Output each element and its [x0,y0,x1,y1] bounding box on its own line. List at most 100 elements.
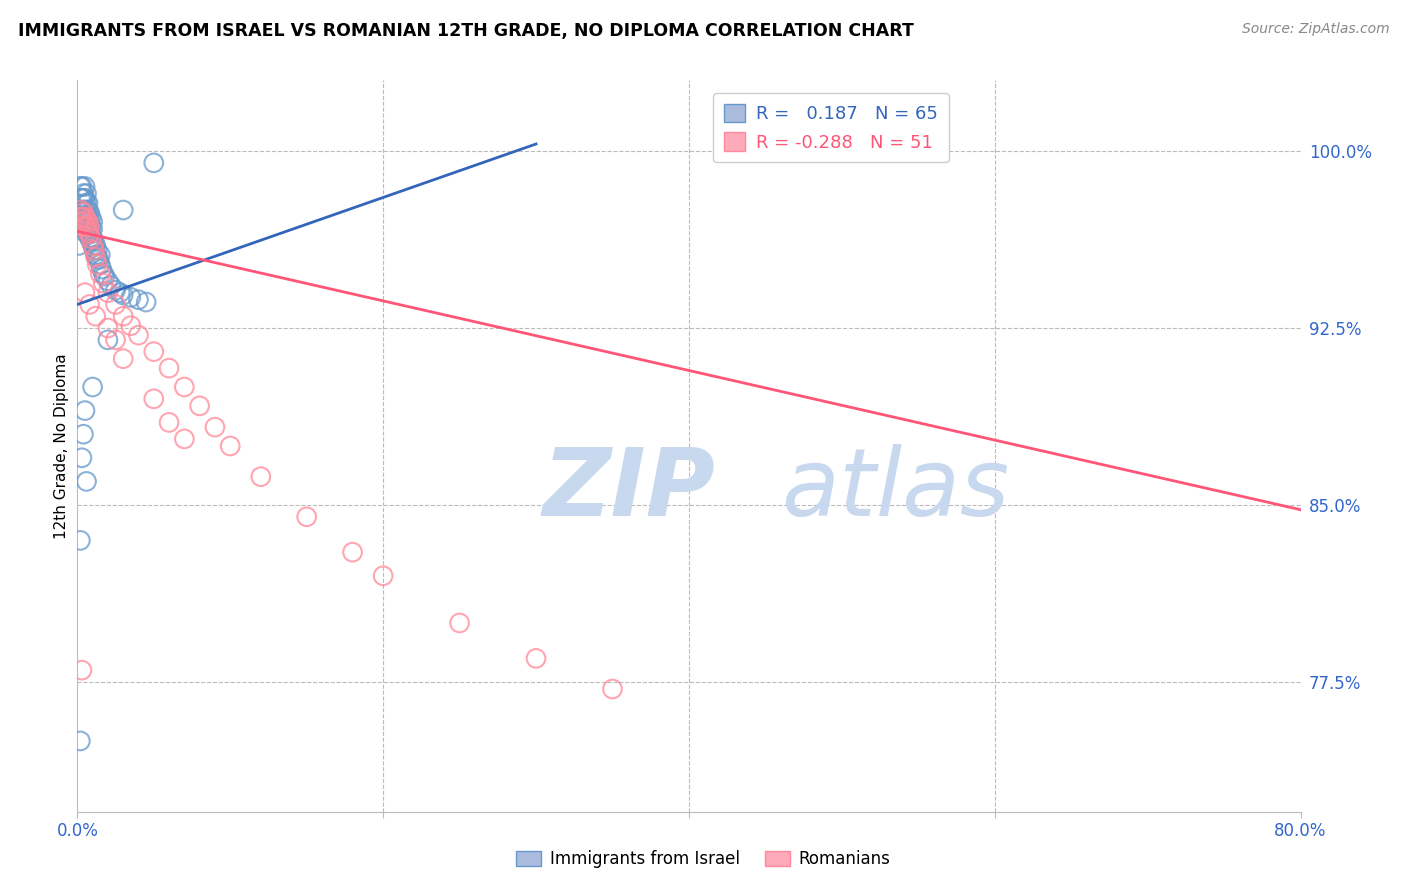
Point [70,210,93,224]
Text: IMMIGRANTS FROM ISRAEL VS ROMANIAN 12TH GRADE, NO DIPLOMA CORRELATION CHART: IMMIGRANTS FROM ISRAEL VS ROMANIAN 12TH … [18,22,914,40]
Point [94,269,117,284]
Point [67,238,90,252]
Point [72,202,94,217]
Point [76,186,98,201]
Point [73,219,96,234]
Point [157,361,180,376]
Point [70,191,93,205]
Point [76,212,98,227]
Point [112,351,135,366]
Point [69,191,91,205]
Point [80,210,103,224]
Point [79,231,101,245]
Point [112,310,135,324]
Point [112,202,135,217]
Point [80,231,103,245]
Point [120,318,142,333]
Point [97,274,120,288]
Point [524,651,547,665]
Point [83,234,105,248]
Point [80,219,103,234]
Point [72,186,94,201]
Point [108,285,131,300]
Point [84,310,107,324]
Point [100,278,122,293]
Point [128,328,150,343]
Point [73,202,96,217]
Point [128,293,150,307]
Point [79,224,101,238]
Point [82,222,104,236]
Point [86,257,108,271]
Point [142,156,165,170]
Point [73,215,96,229]
Point [69,210,91,224]
Point [188,399,211,413]
Legend: R =   0.187   N = 65, R = -0.288   N = 51: R = 0.187 N = 65, R = -0.288 N = 51 [713,93,949,162]
Point [104,283,127,297]
Point [83,243,105,257]
Point [173,380,195,394]
Point [104,297,127,311]
Point [907,144,929,158]
Point [250,469,273,483]
Point [86,243,108,257]
Point [72,427,94,442]
Point [69,533,91,548]
Y-axis label: 12th Grade, No Diploma: 12th Grade, No Diploma [53,353,69,539]
Point [80,234,103,248]
Point [342,545,364,559]
Point [82,238,104,252]
Point [72,191,94,205]
Point [79,219,101,234]
Point [97,285,120,300]
Point [77,215,100,229]
Point [87,252,110,267]
Point [76,475,98,489]
Point [73,191,96,205]
Point [120,290,142,304]
Point [77,202,100,217]
Point [76,219,98,234]
Point [104,333,127,347]
Point [86,250,108,264]
Point [77,227,100,241]
Point [73,210,96,224]
Point [72,215,94,229]
Point [69,202,91,217]
Point [84,238,107,252]
Point [371,568,394,582]
Point [67,215,90,229]
Point [135,295,157,310]
Text: Source: ZipAtlas.com: Source: ZipAtlas.com [1241,22,1389,37]
Point [112,288,135,302]
Point [204,420,226,434]
Point [69,734,91,748]
Text: atlas: atlas [780,444,1010,535]
Point [73,179,96,194]
Point [602,681,624,696]
Point [97,333,120,347]
Point [77,210,100,224]
Point [70,219,93,234]
Point [80,227,103,241]
Text: ZIP: ZIP [543,444,716,536]
Point [70,450,93,465]
Point [84,250,107,264]
Point [77,219,100,234]
Point [73,285,96,300]
Point [84,248,107,262]
Point [89,248,111,262]
Point [76,202,98,217]
Point [79,215,101,229]
Point [82,238,104,252]
Point [76,215,98,229]
Point [89,257,111,271]
Point [72,205,94,219]
Point [91,276,114,290]
Point [70,663,93,677]
Point [82,380,104,394]
Point [70,202,93,217]
Point [90,262,112,277]
Point [157,416,180,430]
